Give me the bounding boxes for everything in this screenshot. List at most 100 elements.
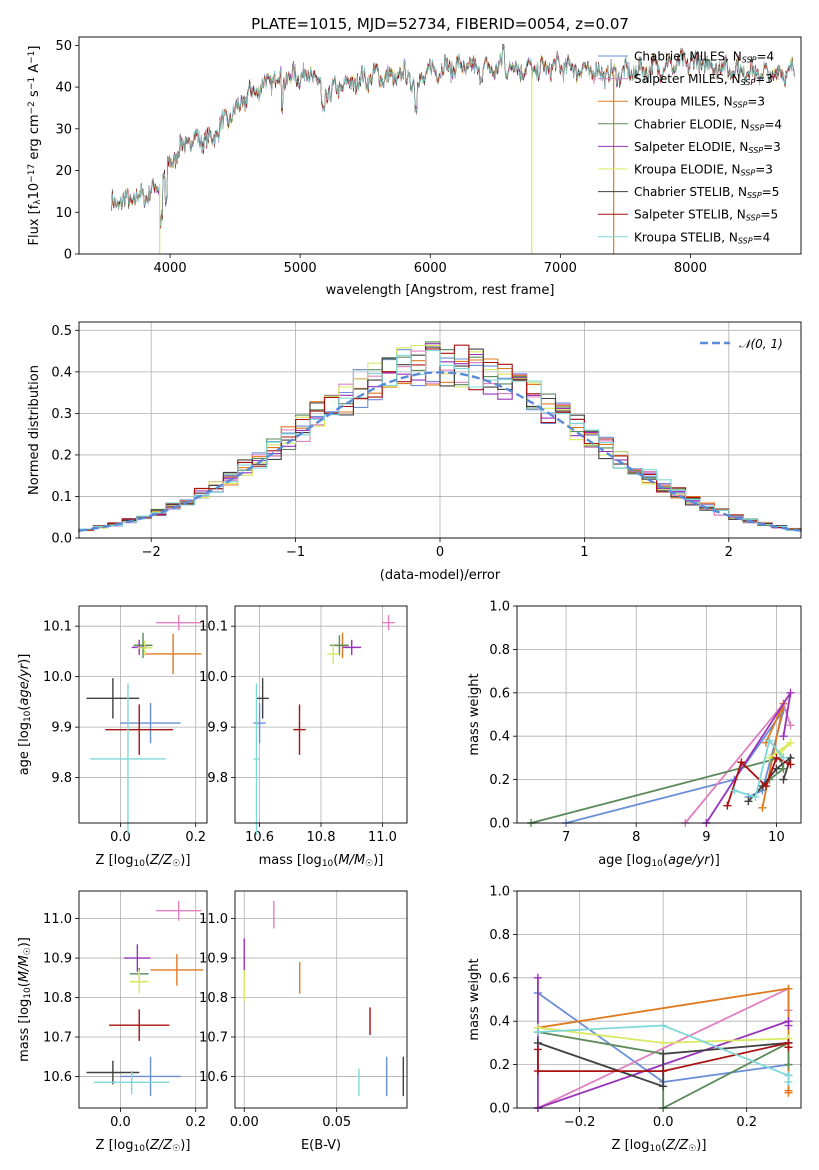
age_vs_Z-xtick-label: 0.2 bbox=[185, 830, 206, 845]
weight_vs_Z-ytick-label: 0.8 bbox=[489, 928, 510, 943]
age_vs_mass-xtick-label: 11.0 bbox=[368, 830, 397, 845]
mass_vs_Z-ytick-label: 10.9 bbox=[43, 952, 72, 967]
mass_vs_ebv-panel: 0.00 0.05 10.6 10.7 10.8 10.9 11.0 E(B-V) bbox=[199, 890, 408, 1153]
legend-label-salpeter-elodie: Salpeter ELODIE, NSSP=3 bbox=[634, 140, 781, 155]
errorbar-salpeter-miles bbox=[156, 900, 202, 921]
errorbar-kroupa-elodie bbox=[129, 969, 149, 994]
weight_vs_age-ytick-label: 1.0 bbox=[489, 600, 510, 615]
legend-label-salpeter-stelib: Salpeter STELIB, NSSP=5 bbox=[634, 208, 778, 223]
weight_vs_age-ytick-label: 0.4 bbox=[489, 730, 510, 745]
legend-label-kroupa-stelib: Kroupa STELIB, NSSP=4 bbox=[634, 230, 770, 245]
age_vs_mass-frame bbox=[234, 605, 408, 824]
residuals-ytick-label: 0.3 bbox=[51, 407, 72, 422]
age_vs_Z-ytick-label: 9.9 bbox=[51, 721, 72, 736]
weight-line-salpeter-elodie-marker bbox=[786, 688, 795, 697]
weight_vs_Z-ytick-label: 0.0 bbox=[489, 1102, 510, 1117]
weight_vs_age-xtick-label: 7 bbox=[562, 830, 570, 845]
mass_vs_ebv-xtick-label: 0.00 bbox=[230, 1115, 259, 1130]
mass_vs_Z-ytick-label: 10.8 bbox=[43, 991, 72, 1006]
mass_vs_ebv-ytick-label: 10.8 bbox=[199, 991, 228, 1006]
weight_vs_Z-ytick-label: 0.4 bbox=[489, 1015, 510, 1030]
legend-label-salpeter-miles: Salpeter MILES, NSSP=3 bbox=[634, 72, 773, 87]
mass_vs_Z-frame bbox=[78, 890, 208, 1109]
weight_vs_Z-xtick-label: −0.2 bbox=[564, 1115, 596, 1130]
weight_vs_Z-ytick-label: 0.6 bbox=[489, 971, 510, 986]
spectrum-ytick-label: 10 bbox=[55, 206, 72, 221]
spectrum-line-kroupa-stelib bbox=[111, 43, 795, 227]
errorbar-kroupa-miles bbox=[150, 954, 204, 986]
errorbar-salpeter-elodie bbox=[124, 944, 151, 972]
residuals-xlabel: (data-model)/error bbox=[380, 568, 501, 583]
residuals-plot-area bbox=[78, 341, 802, 533]
weight-line-salpeter-stelib-marker bbox=[786, 760, 795, 769]
weight_vs_Z-xtick-label: 0.0 bbox=[653, 1115, 674, 1130]
spectrum-ytick-label: 40 bbox=[55, 81, 72, 96]
spectrum-ytick-label: 30 bbox=[55, 122, 72, 137]
weight_vs_Z-panel: −0.2 0.0 0.2 0.0 0.2 0.4 0.6 0.8 1.0 Z [log10(Z/Z… bbox=[467, 885, 802, 1154]
mass_vs_ebv-ytick-label: 10.7 bbox=[199, 1030, 228, 1045]
mass_vs_ebv-ytick-label: 11.0 bbox=[199, 912, 228, 927]
residuals-ytick-label: 0.2 bbox=[51, 448, 72, 463]
spectrum-xtick-label: 5000 bbox=[284, 261, 317, 276]
spectrum-xtick-label: 7000 bbox=[544, 261, 577, 276]
mass_vs_ebv-plot-area bbox=[243, 900, 405, 1097]
errorbar-kroupa-stelib bbox=[94, 1070, 170, 1095]
weight_vs_age-xlabel: age [log10(age/yr)] bbox=[598, 853, 720, 869]
weight-line-kroupa-miles-marker bbox=[784, 984, 793, 993]
spectrum-plot-area bbox=[111, 43, 795, 254]
weight-line-kroupa-elodie-marker bbox=[786, 738, 795, 747]
weight-line-salpeter-stelib-marker bbox=[659, 1067, 668, 1076]
mass_vs_Z-xtick-label: 0.0 bbox=[110, 1115, 131, 1130]
spectrum-xtick-label: 4000 bbox=[154, 261, 187, 276]
weight-line-kroupa-stelib-marker bbox=[533, 1028, 542, 1037]
errorbar-chabrier-stelib bbox=[256, 678, 269, 719]
errorbar-chabrier-miles bbox=[120, 1056, 181, 1097]
mass_vs_Z-ytick-label: 10.7 bbox=[43, 1030, 72, 1045]
mass_vs_Z-ytick-label: 11.0 bbox=[43, 912, 72, 927]
spectrum-frame bbox=[78, 36, 802, 255]
age_vs_Z-ylabel: age [log10(age/yr)] bbox=[17, 654, 33, 776]
weight-line-kroupa-stelib-marker bbox=[779, 753, 788, 762]
weight-line-chabrier-stelib-marker bbox=[779, 775, 788, 784]
residuals-legend: 𝒩(0, 1) bbox=[700, 337, 783, 351]
residuals-ytick-label: 0.1 bbox=[51, 490, 72, 505]
residuals-panel: −2 −1 0 1 2 0.0 0.1 0.2 0.3 0.4 0.5 𝒩(0, 1) (data-mo… bbox=[27, 321, 802, 583]
errorbar-kroupa-elodie bbox=[327, 643, 340, 665]
legend-label-kroupa-miles: Kroupa MILES, NSSP=3 bbox=[634, 95, 765, 110]
mass_vs_Z-ytick-label: 10.6 bbox=[43, 1070, 72, 1085]
residuals-xtick-label: 2 bbox=[725, 545, 733, 560]
weight_vs_age-frame bbox=[516, 605, 802, 824]
weight-line-kroupa-stelib-marker bbox=[659, 1021, 668, 1030]
errorbar-salpeter-elodie bbox=[342, 639, 361, 655]
weight-line-kroupa-elodie-marker bbox=[659, 1038, 668, 1047]
residuals-ytick-label: 0.5 bbox=[51, 324, 72, 339]
age_vs_mass-panel: 10.6 10.8 11.0 9.8 9.9 10.0 10.1 mass [log10(M/… bbox=[199, 605, 408, 869]
weight-line-salpeter-stelib-marker bbox=[772, 753, 781, 762]
age_vs_Z-frame bbox=[78, 605, 208, 824]
age_vs_mass-ytick-label: 10.0 bbox=[199, 670, 228, 685]
weight-line-chabrier-elodie bbox=[530, 756, 785, 824]
errorbar-chabrier-elodie bbox=[133, 632, 153, 658]
age_vs_mass-xtick-label: 10.8 bbox=[307, 830, 336, 845]
weight_vs_Z-ylabel: mass weight bbox=[467, 958, 482, 1040]
spectrum-legend: Chabrier MILES, NSSP=4 Salpeter MILES, NS… bbox=[598, 50, 782, 245]
weight_vs_Z-xtick-label: 0.2 bbox=[736, 1115, 757, 1130]
weight-line-chabrier-stelib-marker bbox=[659, 1082, 668, 1091]
errorbar-kroupa-elodie bbox=[137, 640, 153, 656]
residuals-xtick-label: −2 bbox=[142, 545, 161, 560]
age_vs_Z-xlabel: Z [log10(Z/Z☉)] bbox=[96, 853, 191, 869]
gaussian-reference-curve bbox=[78, 371, 802, 532]
age_vs_Z-ytick-label: 9.8 bbox=[51, 771, 72, 786]
spectrum-ytick-label: 0 bbox=[64, 248, 72, 263]
age_vs_Z-plot-area bbox=[86, 615, 202, 835]
weight-line-salpeter-stelib-marker bbox=[761, 782, 770, 791]
weight_vs_age-plot-area bbox=[527, 688, 795, 827]
legend-label-chabrier-miles: Chabrier MILES, NSSP=4 bbox=[634, 50, 774, 65]
residuals-ytick-label: 0.4 bbox=[51, 365, 72, 380]
weight-line-chabrier-stelib-marker bbox=[659, 1049, 668, 1058]
spectrum-xtick-label: 6000 bbox=[414, 261, 447, 276]
weight-line-salpeter-stelib-marker bbox=[723, 801, 732, 810]
spectrum-xlabel: wavelength [Angstrom, rest frame] bbox=[326, 283, 555, 298]
weight-line-salpeter-elodie-marker bbox=[779, 732, 788, 741]
spectrum-panel: 4000 5000 6000 7000 8000 0 10 20 30 40 50 wavelengt… bbox=[27, 36, 802, 298]
